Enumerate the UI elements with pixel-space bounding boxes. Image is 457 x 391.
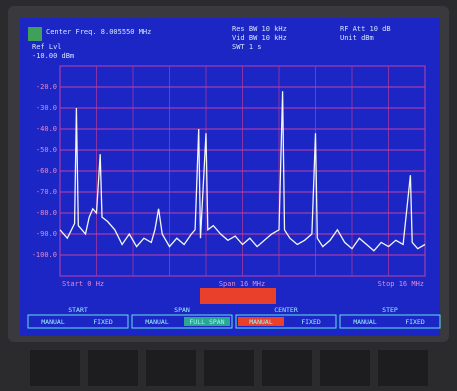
softkey-right[interactable]: FULL SPAN — [189, 318, 224, 326]
ref-value: -10.00 dBm — [32, 52, 74, 60]
softkey-title: CENTER — [274, 306, 298, 314]
analyzer: Center Freq. 8.005550 MHz Ref Lvl -10.00… — [0, 0, 457, 391]
swt: SWT 1 s — [232, 43, 262, 51]
hw-key[interactable] — [378, 350, 428, 386]
y-tick-label: -80.0 — [36, 209, 57, 217]
page: {"header": {"center_freq": "Center Freq.… — [0, 0, 457, 391]
hw-key[interactable] — [204, 350, 254, 386]
softkey-right[interactable]: FIXED — [93, 318, 113, 326]
y-tick-label: -60.0 — [36, 167, 57, 175]
vid-bw: Vid BW 10 kHz — [232, 34, 287, 42]
unit: Unit dBm — [340, 34, 374, 42]
softkey-title: STEP — [382, 306, 398, 314]
softkey-right[interactable]: FIXED — [301, 318, 321, 326]
hw-key[interactable] — [146, 350, 196, 386]
softkey-title: START — [68, 306, 88, 314]
center-freq: Center Freq. 8.005550 MHz — [46, 28, 151, 36]
y-tick-label: -30.0 — [36, 104, 57, 112]
y-tick-label: -90.0 — [36, 230, 57, 238]
span: Span 16 MHz — [219, 280, 265, 288]
y-tick-label: -100.0 — [32, 251, 57, 259]
y-tick-label: -40.0 — [36, 125, 57, 133]
softkey-left[interactable]: MANUAL — [249, 318, 273, 326]
y-tick-label: -70.0 — [36, 188, 57, 196]
softkey-left[interactable]: MANUAL — [41, 318, 65, 326]
hw-key[interactable] — [30, 350, 80, 386]
logo — [28, 27, 42, 41]
stop: Stop 16 MHz — [378, 280, 424, 288]
y-tick-label: -20.0 — [36, 83, 57, 91]
softkey-right[interactable]: FIXED — [405, 318, 425, 326]
hardware-keys — [30, 350, 428, 386]
highlight — [200, 288, 276, 304]
rf-att: RF Att 10 dB — [340, 25, 391, 33]
res-bw: Res BW 10 kHz — [232, 25, 287, 33]
hw-key[interactable] — [262, 350, 312, 386]
softkey-left[interactable]: MANUAL — [145, 318, 169, 326]
softkey-left[interactable]: MANUAL — [353, 318, 377, 326]
hw-key[interactable] — [88, 350, 138, 386]
start: Start 0 Hz — [62, 280, 104, 288]
hw-key[interactable] — [320, 350, 370, 386]
ref-lvl: Ref Lvl — [32, 43, 62, 51]
y-tick-label: -50.0 — [36, 146, 57, 154]
softkey-title: SPAN — [174, 306, 190, 314]
